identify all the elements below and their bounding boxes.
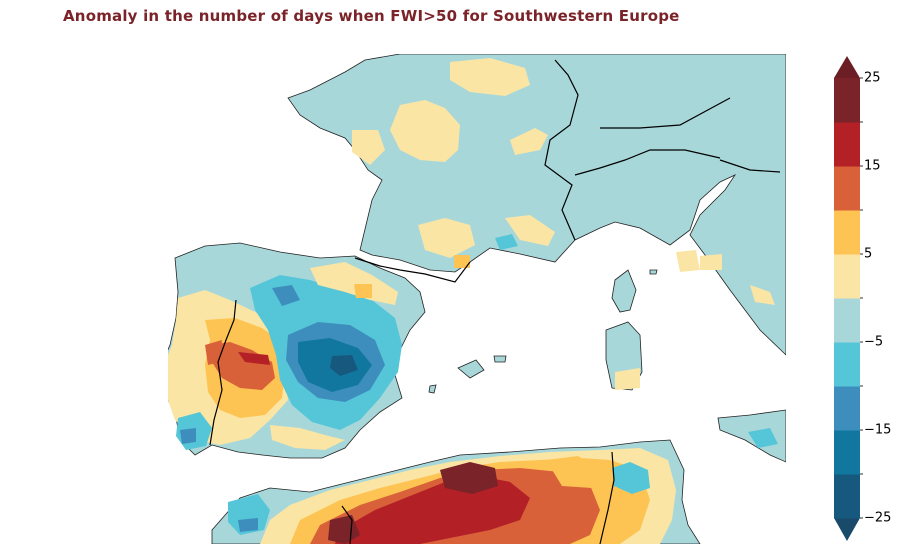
border-portugal-spain	[209, 299, 237, 446]
anomaly-patch	[238, 518, 258, 532]
colorbar	[834, 56, 863, 541]
anomaly-patch	[352, 130, 385, 165]
border-alps-east	[719, 159, 781, 173]
colorbar-segment	[834, 386, 860, 431]
colorbar-tick-label: −5	[864, 334, 884, 350]
anomaly-patch	[495, 234, 518, 250]
anomaly-patch	[505, 215, 555, 246]
colorbar-tick-label: −15	[864, 422, 892, 438]
land-corsica	[611, 269, 637, 313]
colorbar-segment	[834, 474, 860, 519]
border-pyrenees	[354, 257, 471, 283]
colorbar-segment	[834, 430, 860, 475]
land-elba	[649, 269, 658, 275]
border-layer	[209, 59, 781, 544]
colorbar-segment	[834, 122, 860, 167]
border-morocco-algeria	[341, 505, 353, 544]
border-switzerland-italy	[574, 149, 721, 176]
anomaly-patch	[454, 255, 470, 268]
anomaly-patch	[238, 352, 270, 365]
colorbar-segment	[834, 78, 860, 123]
colorbar-segment	[834, 210, 860, 255]
colorbar-tick-label: 5	[864, 246, 873, 262]
anomaly-patch	[546, 456, 600, 488]
anomaly-patch	[354, 284, 372, 298]
anomaly-patch	[210, 342, 275, 390]
land-menorca	[493, 355, 507, 363]
colorbar-segment	[834, 254, 860, 299]
anomaly-patch	[390, 100, 460, 162]
anomaly-patch	[180, 428, 196, 444]
colorbar-extend-high	[834, 56, 860, 78]
anomaly-patch	[418, 218, 475, 258]
anomaly-patch	[310, 262, 398, 305]
colorbar-extend-low	[834, 518, 860, 541]
border-germany-austria	[600, 97, 731, 129]
colorbar-segment	[834, 298, 860, 343]
map-area	[168, 54, 786, 544]
anomaly-patch	[228, 494, 270, 535]
land-mallorca	[457, 359, 485, 379]
colorbar-segment	[834, 342, 860, 387]
anomaly-patch	[270, 425, 345, 450]
colorbar-segment	[834, 166, 860, 211]
anomaly-patch	[612, 462, 650, 494]
anomaly-patch	[510, 128, 548, 155]
border-algeria-tunisia	[599, 451, 615, 544]
anomaly-patch	[335, 476, 530, 544]
colorbar-tick-label: −25	[864, 510, 892, 526]
anomaly-patch	[748, 428, 778, 448]
anomaly-patch	[450, 58, 530, 96]
land-ibiza	[428, 384, 437, 394]
anomaly-patch	[272, 285, 300, 306]
colorbar-ticks	[860, 77, 863, 519]
anomaly-patch	[676, 250, 700, 272]
anomaly-patch	[750, 285, 775, 305]
colorbar-tick-label: 25	[864, 70, 881, 86]
colorbar-tick-label: 15	[864, 158, 881, 174]
anomaly-patch	[330, 355, 358, 376]
colorbar-segments	[834, 78, 860, 519]
map-title: Anomaly in the number of days when FWI>5…	[63, 7, 680, 25]
anomaly-patch	[700, 254, 722, 270]
anomaly-patch	[440, 462, 498, 494]
border-france-east	[544, 59, 579, 241]
anomaly-patch	[205, 340, 222, 365]
anomaly-patch	[615, 368, 640, 390]
